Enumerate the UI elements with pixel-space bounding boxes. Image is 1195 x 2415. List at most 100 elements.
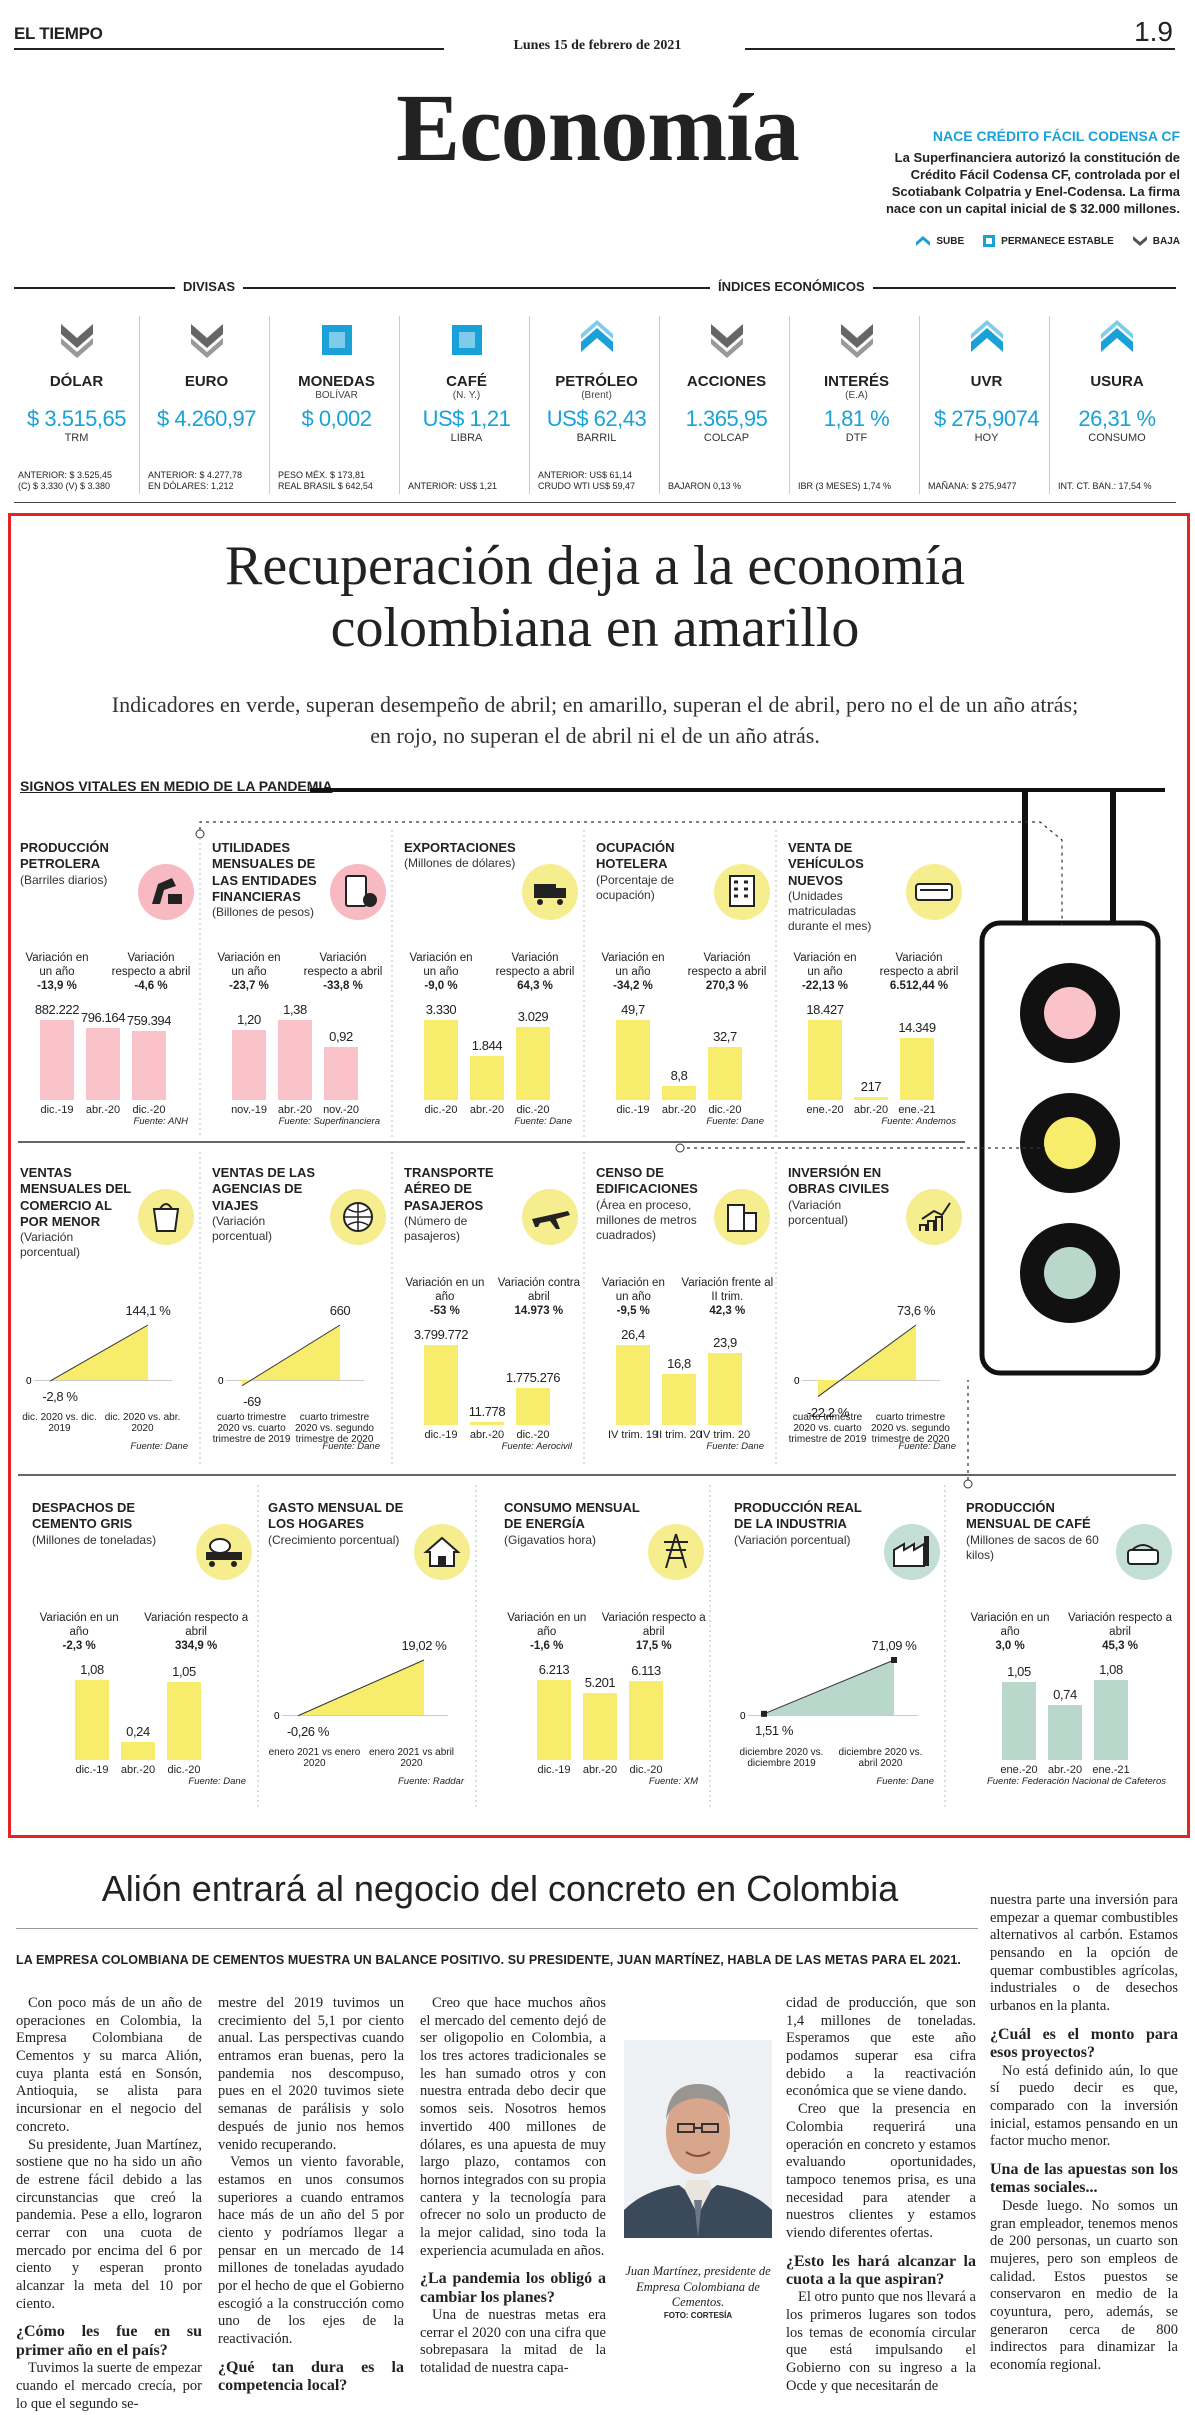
indicator-unit: LIBRA	[450, 432, 483, 444]
indicator-subname	[14, 390, 139, 402]
indicator-subname	[1054, 390, 1180, 402]
bar-label: nov.-19	[231, 1104, 267, 1116]
point-value: -22,2 %	[806, 1404, 849, 1420]
bar-label: ene.-20	[1000, 1764, 1038, 1776]
bar-label: abr.-20	[1047, 1764, 1083, 1776]
area-chart: 0	[740, 1657, 897, 1722]
building-icon	[714, 1189, 770, 1245]
panel-source: Fuente: Federación Nacional de Cafeteros	[986, 1776, 1166, 1787]
bar-value: 1,38	[283, 1002, 307, 1017]
indicator-value: 1.365,95	[685, 406, 768, 431]
indicator-8: UVR $ 275,9074 HOY MAÑANA: $ 275,9477	[924, 316, 1050, 494]
zero-axis	[802, 1380, 940, 1381]
down-chevron-icon	[1132, 236, 1147, 246]
indicator-value: $ 0,002	[301, 406, 372, 431]
bar-value: 0,74	[1053, 1687, 1077, 1703]
panel-title: TRANSPORTE AÉREO DE PASAJEROS	[404, 1165, 494, 1213]
trend-down-icon	[840, 324, 873, 358]
bar-label: dic.-19	[40, 1104, 74, 1116]
panel-variations: Variación en un año -13,9 % Variación res…	[20, 952, 198, 993]
zero-tick: 0	[740, 1711, 746, 1722]
indicator-unit: HOY	[974, 432, 999, 444]
panel-unit: (Barriles diarios)	[20, 872, 108, 887]
bar-label: dic.-20	[167, 1764, 201, 1776]
person-photo-icon	[624, 2040, 772, 2238]
panel-title: UTILIDADES MENSUALES DE LAS ENTIDADES FI…	[212, 840, 317, 904]
bar-value: 0,24	[126, 1724, 150, 1740]
panel-title: EXPORTACIONES	[404, 840, 516, 855]
area-line	[49, 1324, 149, 1382]
bar-value: 3.799.772	[413, 1327, 469, 1342]
bar	[40, 1020, 74, 1100]
panel-title: PRODUCCIÓN REAL DE LA INDUSTRIA	[734, 1500, 862, 1532]
point-label: cuarto trimestre 2020 vs. cuarto trimest…	[212, 1412, 291, 1445]
bar-value: 5.201	[584, 1675, 616, 1691]
variation-april: Variación respecto a abril 6.512,44 %	[879, 952, 959, 992]
indicator-unit: CONSUMO	[1088, 432, 1146, 444]
panel-unit: (Crecimiento porcentual)	[268, 1532, 400, 1547]
point-label: cuarto trimestre 2020 vs. segundo trimes…	[871, 1412, 950, 1445]
bar-value: 1,20	[237, 1012, 261, 1028]
panel-source: Fuente: XM	[648, 1776, 698, 1787]
bar-value: 32,7	[713, 1029, 737, 1045]
shopping-bag-icon	[138, 1189, 194, 1245]
bar-label: II trim. 20	[656, 1429, 702, 1441]
divider	[14, 287, 1176, 289]
panel-unit: (Variación porcentual)	[20, 1230, 81, 1259]
bar	[1002, 1682, 1036, 1760]
variation-year: Variación en un año -34,2 %	[601, 952, 665, 992]
indicator-value: 26,31 %	[1078, 406, 1156, 431]
trend-down-icon	[60, 324, 93, 358]
bar	[470, 1422, 504, 1425]
panel-unit: (Número de pasajeros)	[404, 1213, 468, 1243]
indicator-4: CAFÉ (N. Y.) US$ 1,21 LIBRA ANTERIOR: US$ 1,…	[404, 316, 530, 494]
article-kicker: LA EMPRESA COLOMBIANA DE CEMENTOS MUESTR…	[16, 1953, 961, 1967]
house-icon	[414, 1524, 470, 1580]
panel-source: Fuente: Aerocivil	[501, 1441, 572, 1452]
trend-legend: SUBE PERMANECE ESTABLE BAJA	[900, 234, 1180, 248]
legend-down: BAJA	[1132, 234, 1180, 248]
divider	[14, 502, 1176, 503]
bar-label: dic.-20	[132, 1104, 166, 1116]
kicker-rule	[310, 788, 1165, 792]
traffic-light-icon	[979, 790, 1161, 1376]
variation-year: Variación en un año -9,0 %	[409, 952, 473, 992]
bar-value: 0,92	[329, 1028, 353, 1044]
panel-source: Fuente: Dane	[514, 1116, 572, 1127]
indicator-panel: VENTAS MENSUALES DEL COMERCIO AL POR MEN…	[20, 1165, 198, 1465]
panel-source: Fuente: Dane	[706, 1116, 764, 1127]
infographic-title: Recuperación deja a la economía colombia…	[224, 535, 966, 659]
infographic-subtitle: Indicadores en verde, superan desempeño …	[111, 692, 1079, 748]
panel-source: Fuente: Raddar	[397, 1776, 464, 1787]
indicator-9: USURA 26,31 % CONSUMO INT. CT. BAN.: 17,54 …	[1054, 316, 1180, 494]
area-line	[297, 1659, 425, 1717]
bar	[1048, 1705, 1082, 1760]
bar-value: 23,9	[713, 1334, 737, 1350]
bar-label: ene.-21	[1092, 1764, 1130, 1776]
bar-label: abr.-20	[469, 1104, 505, 1116]
indicator-1: DÓLAR $ 3.515,65 TRM ANTERIOR: $ 3.525,45 (…	[14, 316, 140, 494]
trend-stable-icon	[451, 325, 482, 355]
newspaper-brand: EL TIEMPO	[14, 24, 103, 43]
indicator-value: US$ 62,43	[546, 406, 647, 431]
article-paragraph: nuestra parte una inversión para empezar…	[990, 1892, 1178, 2015]
indicator-subname	[664, 390, 789, 402]
panel-source: Fuente: Dane	[876, 1776, 934, 1787]
indicator-7: INTERÉS (E.A) 1,81 % DTF IBR (3 MESES) 1,74 …	[794, 316, 920, 494]
article-paragraph: Tuvimos la suerte de empezar cuando el m…	[16, 2360, 202, 2412]
bar-label: dic.-19	[75, 1764, 109, 1776]
hotel-icon	[714, 864, 770, 920]
bar-label: dic.-20	[516, 1429, 550, 1441]
bar	[86, 1027, 120, 1100]
panel-title: DESPACHOS DE CEMENTO GRIS	[32, 1500, 136, 1532]
indicator-reference: ANTERIOR: $ 3.525,45 (C) $ 3.330 (V) $ 3…	[18, 469, 113, 491]
photo-credit: FOTO: CORTESÍA	[663, 2310, 733, 2320]
bar-value: 1,08	[80, 1662, 104, 1677]
bar-value: 759.394	[126, 1013, 172, 1029]
indicator-reference: BAJARON 0,13 %	[668, 480, 742, 491]
section-title: Economía	[396, 74, 800, 181]
bar	[516, 1027, 550, 1100]
bar-label: abr.-20	[277, 1104, 313, 1116]
bar-value: 217	[860, 1079, 882, 1094]
indicator-unit: COLCAP	[703, 432, 750, 444]
